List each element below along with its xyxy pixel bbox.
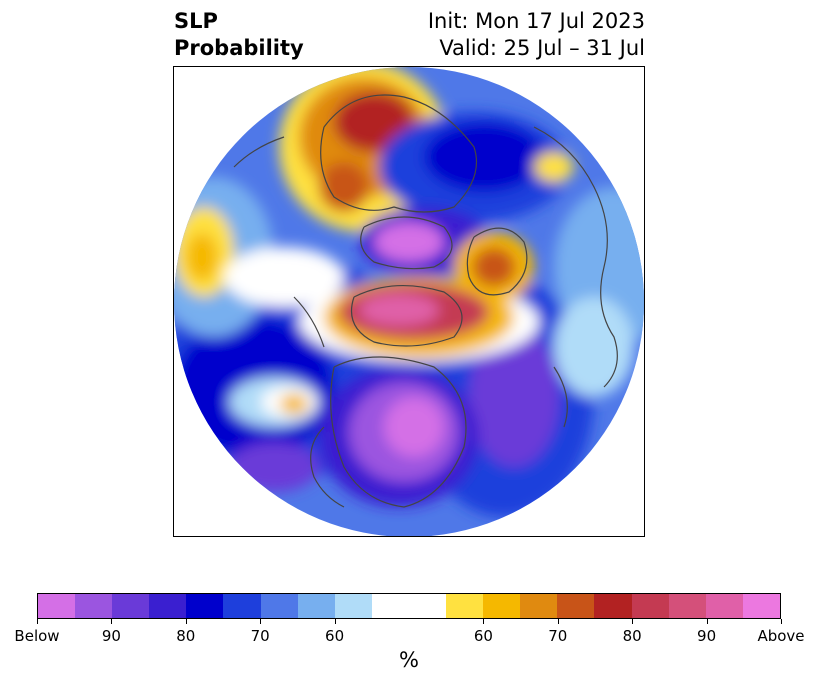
colorbar-segment	[334, 594, 372, 618]
colorbar-segment	[631, 594, 669, 618]
colorbar-segment	[483, 594, 521, 618]
date-info: Init: Mon 17 Jul 2023 Valid: 25 Jul – 31…	[428, 8, 645, 62]
colorbar-tick-mark	[334, 619, 336, 624]
colorbar-tick-label: Above	[757, 627, 805, 645]
colorbar-tick-label: 80	[176, 627, 196, 645]
colorbar-tick-label: 70	[250, 627, 270, 645]
colorbar-tick-mark	[483, 619, 485, 624]
colorbar-tick-label: 90	[697, 627, 717, 645]
colorbar-tick-mark	[557, 619, 559, 624]
colorbar-segment	[520, 594, 558, 618]
colorbar-tick-mark	[632, 619, 634, 624]
colorbar-segment	[668, 594, 706, 618]
title-line-type: Probability	[174, 36, 304, 60]
colorbar-segment	[705, 594, 743, 618]
colorbar-segment	[186, 594, 224, 618]
plot-title: SLP Probability	[174, 8, 304, 62]
colorbar-unit-label: %	[399, 648, 419, 672]
colorbar-segment	[371, 594, 409, 618]
coastline-overlay	[233, 94, 618, 508]
colorbar-segment	[260, 594, 298, 618]
colorbar-segment	[446, 594, 484, 618]
map-frame	[173, 66, 645, 537]
colorbar-tick-label: 70	[548, 627, 568, 645]
polar-stereographic-map	[174, 67, 644, 536]
colorbar-tick-mark	[37, 619, 38, 624]
colorbar-segment	[742, 594, 780, 618]
colorbar-tick-mark	[781, 619, 782, 624]
colorbar-segment	[408, 594, 447, 618]
colorbar-tick-label: 60	[325, 627, 345, 645]
init-date-label: Init: Mon 17 Jul 2023	[427, 9, 645, 33]
colorbar-tick-mark	[706, 619, 708, 624]
colorbar-segment	[297, 594, 335, 618]
colorbar-segment	[223, 594, 261, 618]
probability-field	[174, 67, 644, 536]
colorbar-tick-label: 90	[101, 627, 121, 645]
title-line-variable: SLP	[174, 9, 218, 33]
colorbar	[37, 593, 781, 619]
colorbar-tick-mark	[111, 619, 113, 624]
colorbar-segment	[112, 594, 150, 618]
colorbar-segment	[594, 594, 632, 618]
colorbar-tick-mark	[260, 619, 262, 624]
colorbar-segment	[75, 594, 113, 618]
valid-date-label: Valid: 25 Jul – 31 Jul	[439, 36, 645, 60]
colorbar-segment	[149, 594, 187, 618]
colorbar-tick-label: 80	[622, 627, 642, 645]
colorbar-tick-label: Below	[14, 627, 60, 645]
colorbar-segment	[557, 594, 595, 618]
colorbar-tick-label: 60	[473, 627, 493, 645]
colorbar-tick-mark	[185, 619, 187, 624]
colorbar-segment	[38, 594, 76, 618]
